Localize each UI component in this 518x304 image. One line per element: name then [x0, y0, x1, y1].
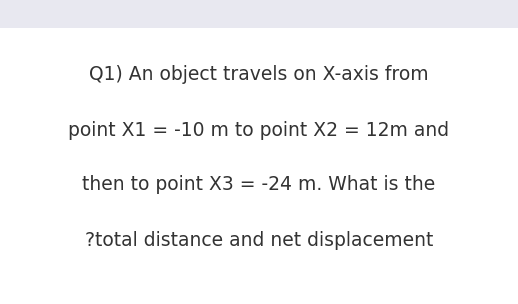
Text: point X1 = -10 m to point X2 = 12m and: point X1 = -10 m to point X2 = 12m and	[68, 120, 450, 140]
Text: Q1) An object travels on X-axis from: Q1) An object travels on X-axis from	[89, 65, 429, 85]
Text: then to point X3 = -24 m. What is the: then to point X3 = -24 m. What is the	[82, 175, 436, 195]
Text: ?total distance and net displacement: ?total distance and net displacement	[85, 230, 433, 250]
